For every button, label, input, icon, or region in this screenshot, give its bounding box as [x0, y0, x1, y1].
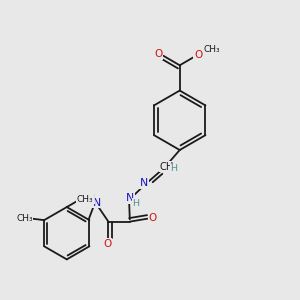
Text: CH₃: CH₃: [77, 194, 94, 203]
Text: N: N: [93, 198, 101, 208]
Text: H: H: [87, 194, 94, 203]
Text: H: H: [132, 199, 139, 208]
Text: CH₃: CH₃: [203, 45, 220, 54]
Text: O: O: [194, 50, 202, 60]
Text: O: O: [103, 239, 112, 249]
Text: N: N: [140, 178, 148, 188]
Text: O: O: [154, 49, 162, 59]
Text: CH: CH: [160, 162, 174, 172]
Text: O: O: [149, 213, 157, 223]
Text: H: H: [170, 164, 177, 173]
Text: CH₃: CH₃: [16, 214, 33, 223]
Text: N: N: [126, 193, 134, 203]
